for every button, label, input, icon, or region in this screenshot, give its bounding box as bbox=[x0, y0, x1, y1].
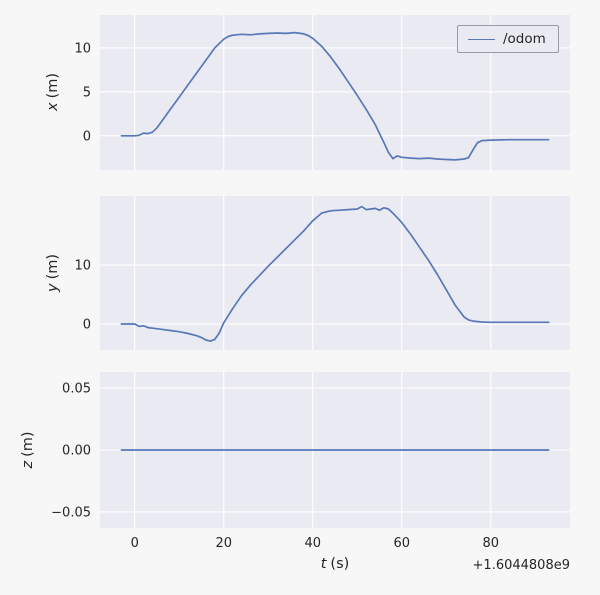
x-axis-label-var: t bbox=[320, 556, 327, 572]
y-axis-label-y-var: y bbox=[45, 283, 61, 293]
y-axis-label-z: z (m) bbox=[20, 431, 36, 468]
y-tick-label: 5 bbox=[83, 85, 91, 100]
y-axis-label-x-unit: (m) bbox=[45, 72, 61, 99]
y-axis-label-y-unit: (m) bbox=[45, 253, 61, 280]
y-axis-label-z-unit: (m) bbox=[20, 431, 36, 457]
y-tick-label: 0.00 bbox=[62, 444, 91, 459]
axes-background bbox=[100, 196, 570, 350]
y-tick-label: 10 bbox=[74, 259, 91, 274]
y-axis-label-x-var: x bbox=[45, 102, 61, 112]
y-tick-label: 0.05 bbox=[62, 382, 91, 397]
y-tick-label: 0 bbox=[83, 318, 91, 333]
y-tick-label: 10 bbox=[74, 41, 91, 56]
x-tick-label: 20 bbox=[215, 536, 232, 551]
x-tick-label: 80 bbox=[483, 536, 500, 551]
y-tick-label: 0 bbox=[83, 129, 91, 144]
x-tick-label: 40 bbox=[304, 536, 321, 551]
legend-line-sample bbox=[468, 38, 495, 40]
y-axis-label-z-var: z bbox=[20, 460, 36, 469]
series-line bbox=[120, 31, 550, 161]
legend: /odom bbox=[457, 25, 559, 53]
y-tick-label: −0.05 bbox=[51, 505, 91, 520]
legend-label: /odom bbox=[503, 31, 546, 47]
x-tick-label: 60 bbox=[393, 536, 410, 551]
x-tick-label: 0 bbox=[131, 536, 139, 551]
series-line bbox=[120, 205, 550, 342]
x-axis-label: t (s) bbox=[321, 556, 350, 572]
y-axis-label-x: x (m) bbox=[45, 73, 61, 111]
x-axis-offset-text: +1.6044808e9 bbox=[472, 558, 570, 573]
x-axis-label-unit: (s) bbox=[330, 556, 350, 572]
y-axis-label-y: y (m) bbox=[45, 254, 61, 292]
